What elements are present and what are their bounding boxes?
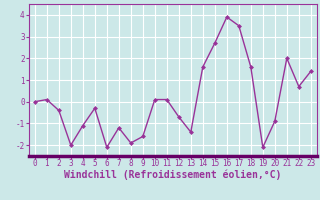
- X-axis label: Windchill (Refroidissement éolien,°C): Windchill (Refroidissement éolien,°C): [64, 169, 282, 180]
